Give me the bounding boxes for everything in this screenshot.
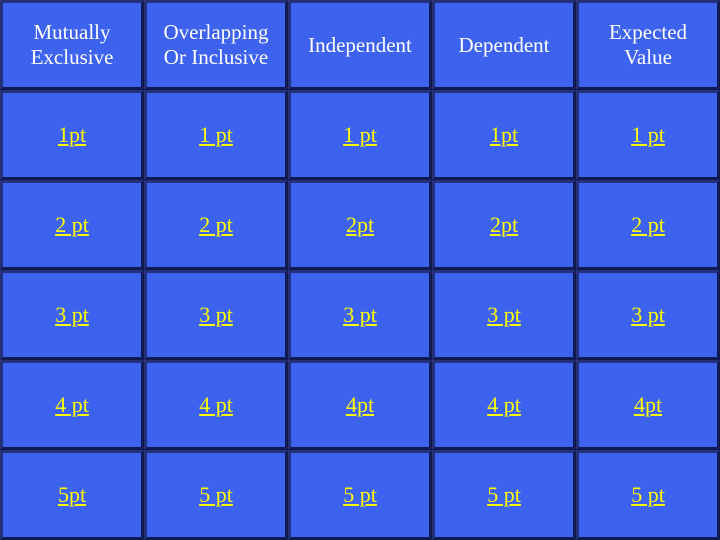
point-link[interactable]: 4pt — [633, 392, 663, 417]
category-label: Dependent — [458, 32, 550, 57]
point-link[interactable]: 1 pt — [343, 122, 377, 147]
question-tile[interactable]: 1pt — [0, 90, 144, 180]
category-header: Mutually Exclusive — [0, 0, 144, 90]
point-link[interactable]: 2pt — [489, 212, 519, 237]
point-link[interactable]: 4 pt — [199, 392, 233, 417]
question-tile[interactable]: 5 pt — [288, 450, 432, 540]
category-label: Expected Value — [608, 20, 688, 69]
question-tile[interactable]: 2 pt — [0, 180, 144, 270]
point-link[interactable]: 2 pt — [631, 212, 665, 237]
question-tile[interactable]: 2pt — [432, 180, 576, 270]
point-link[interactable]: 5 pt — [199, 482, 233, 507]
point-link[interactable]: 4 pt — [55, 392, 89, 417]
question-tile[interactable]: 4 pt — [432, 360, 576, 450]
category-label: Independent — [308, 32, 412, 57]
question-tile[interactable]: 5 pt — [432, 450, 576, 540]
point-link[interactable]: 5 pt — [487, 482, 521, 507]
point-link[interactable]: 1pt — [489, 122, 519, 147]
point-link[interactable]: 5pt — [57, 482, 87, 507]
point-link[interactable]: 4 pt — [487, 392, 521, 417]
point-link[interactable]: 4pt — [345, 392, 375, 417]
category-label: Overlapping Or Inclusive — [163, 20, 269, 69]
question-tile[interactable]: 3 pt — [144, 270, 288, 360]
question-tile[interactable]: 4 pt — [0, 360, 144, 450]
question-tile[interactable]: 1pt — [432, 90, 576, 180]
point-link[interactable]: 2 pt — [199, 212, 233, 237]
question-tile[interactable]: 1 pt — [576, 90, 720, 180]
point-link[interactable]: 3 pt — [487, 302, 521, 327]
point-link[interactable]: 2 pt — [55, 212, 89, 237]
question-tile[interactable]: 3 pt — [0, 270, 144, 360]
question-tile[interactable]: 4 pt — [144, 360, 288, 450]
point-link[interactable]: 5 pt — [631, 482, 665, 507]
question-tile[interactable]: 3 pt — [288, 270, 432, 360]
question-tile[interactable]: 1 pt — [288, 90, 432, 180]
question-tile[interactable]: 5 pt — [144, 450, 288, 540]
point-link[interactable]: 1 pt — [199, 122, 233, 147]
point-link[interactable]: 3 pt — [631, 302, 665, 327]
point-link[interactable]: 3 pt — [343, 302, 377, 327]
question-tile[interactable]: 2 pt — [576, 180, 720, 270]
point-link[interactable]: 1 pt — [631, 122, 665, 147]
category-header: Expected Value — [576, 0, 720, 90]
question-tile[interactable]: 4pt — [576, 360, 720, 450]
category-header: Overlapping Or Inclusive — [144, 0, 288, 90]
point-link[interactable]: 3 pt — [199, 302, 233, 327]
question-tile[interactable]: 5pt — [0, 450, 144, 540]
category-header: Independent — [288, 0, 432, 90]
category-label: Mutually Exclusive — [30, 20, 114, 69]
point-link[interactable]: 2pt — [345, 212, 375, 237]
question-tile[interactable]: 2pt — [288, 180, 432, 270]
point-link[interactable]: 5 pt — [343, 482, 377, 507]
question-tile[interactable]: 1 pt — [144, 90, 288, 180]
question-tile[interactable]: 3 pt — [432, 270, 576, 360]
question-tile[interactable]: 5 pt — [576, 450, 720, 540]
question-tile[interactable]: 4pt — [288, 360, 432, 450]
question-tile[interactable]: 3 pt — [576, 270, 720, 360]
category-header: Dependent — [432, 0, 576, 90]
question-tile[interactable]: 2 pt — [144, 180, 288, 270]
point-link[interactable]: 1pt — [57, 122, 87, 147]
point-link[interactable]: 3 pt — [55, 302, 89, 327]
